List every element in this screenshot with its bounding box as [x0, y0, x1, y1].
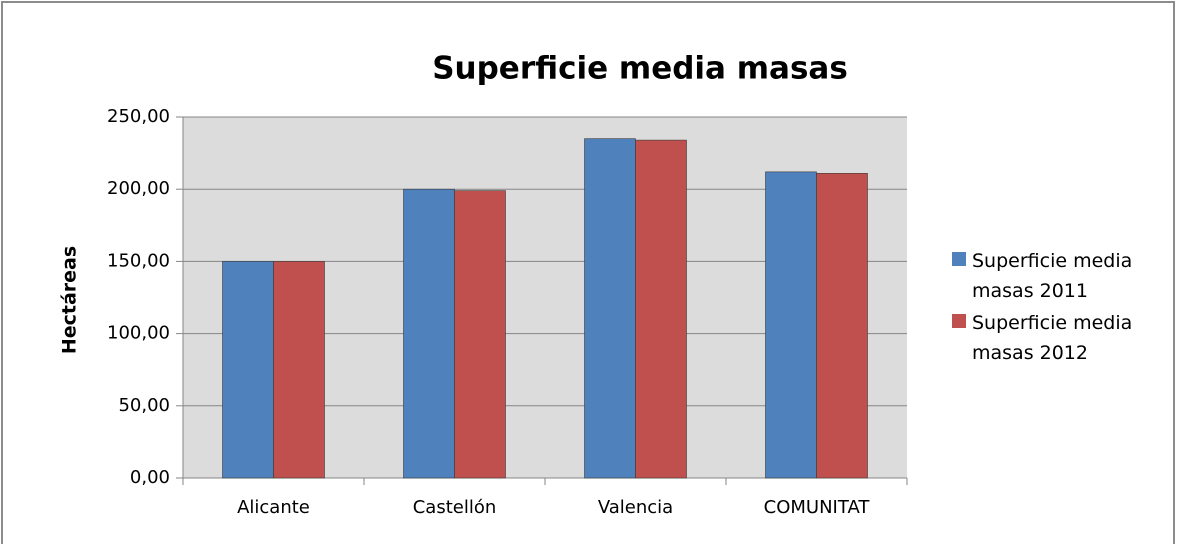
- bar: [273, 261, 325, 479]
- y-tick-label: 200,00: [107, 178, 170, 199]
- x-tick-label: Valencia: [598, 497, 673, 518]
- legend-label: Superficie media masas 2011: [972, 250, 1133, 302]
- y-tick-label: 100,00: [107, 323, 170, 344]
- x-tick-label: COMUNITAT: [764, 497, 871, 518]
- chart-title: Superficie media masas: [432, 51, 848, 87]
- x-tick-label: Alicante: [237, 497, 310, 518]
- legend-swatch: [952, 314, 966, 328]
- bar: [816, 173, 868, 479]
- x-tick-label: Castellón: [413, 497, 497, 518]
- y-axis-title: Hectáreas: [59, 246, 81, 354]
- legend-label: Superficie media masas 2012: [972, 312, 1133, 364]
- bar: [635, 139, 687, 479]
- y-tick-label: 0,00: [130, 467, 170, 488]
- bar: [222, 261, 274, 479]
- y-tick-label: 50,00: [118, 395, 170, 416]
- legend-swatch: [952, 252, 966, 266]
- bar: [765, 171, 817, 479]
- bar: [403, 188, 455, 479]
- bar: [584, 138, 636, 479]
- bar: [454, 190, 506, 479]
- y-tick-label: 150,00: [107, 250, 170, 271]
- y-tick-label: 250,00: [107, 106, 170, 127]
